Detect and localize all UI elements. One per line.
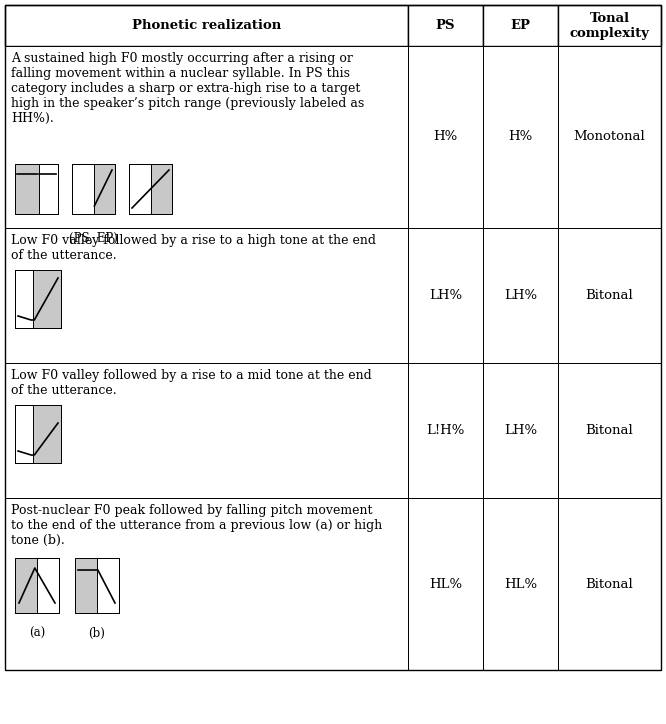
Text: LH%: LH% <box>504 289 537 302</box>
Bar <box>5 363 408 498</box>
Bar <box>15 164 58 214</box>
Bar <box>15 270 61 328</box>
Bar <box>408 46 483 228</box>
Text: L!H%: L!H% <box>426 424 465 437</box>
Text: LH%: LH% <box>504 424 537 437</box>
Text: (a): (a) <box>29 627 45 640</box>
Bar <box>151 164 172 214</box>
Text: PS: PS <box>436 19 456 32</box>
Bar <box>5 228 408 363</box>
Text: Bitonal: Bitonal <box>585 578 633 591</box>
Bar <box>33 270 61 328</box>
Bar <box>15 558 59 613</box>
Bar <box>483 228 558 363</box>
Text: H%: H% <box>434 130 458 143</box>
Bar <box>483 498 558 670</box>
Bar <box>75 558 97 613</box>
Bar <box>5 498 408 670</box>
Text: HL%: HL% <box>504 578 537 591</box>
Bar <box>93 164 115 214</box>
Bar <box>129 164 172 214</box>
Text: LH%: LH% <box>429 289 462 302</box>
Bar <box>15 558 59 613</box>
Bar <box>72 164 115 214</box>
Bar <box>129 164 172 214</box>
Bar <box>558 46 661 228</box>
Text: Bitonal: Bitonal <box>585 424 633 437</box>
Text: H%: H% <box>508 130 533 143</box>
Bar <box>408 5 483 46</box>
Bar <box>558 5 661 46</box>
Bar <box>408 228 483 363</box>
Bar <box>15 558 37 613</box>
Text: Low F0 valley followed by a rise to a high tone at the end
of the utterance.: Low F0 valley followed by a rise to a hi… <box>11 234 376 262</box>
Bar <box>72 164 115 214</box>
Bar <box>408 498 483 670</box>
Bar <box>15 270 61 328</box>
Text: A sustained high F0 mostly occurring after a rising or
falling movement within a: A sustained high F0 mostly occurring aft… <box>11 52 364 125</box>
Text: (b): (b) <box>89 627 105 640</box>
Bar <box>15 164 58 214</box>
Text: Tonal
complexity: Tonal complexity <box>569 12 649 40</box>
Bar <box>558 498 661 670</box>
Bar <box>483 363 558 498</box>
Bar <box>75 558 119 613</box>
Text: EP: EP <box>511 19 531 32</box>
Bar <box>75 558 119 613</box>
Text: HL%: HL% <box>429 578 462 591</box>
Bar <box>5 5 408 46</box>
Bar <box>483 46 558 228</box>
Text: Bitonal: Bitonal <box>585 289 633 302</box>
Text: Post-nuclear F0 peak followed by falling pitch movement
to the end of the uttera: Post-nuclear F0 peak followed by falling… <box>11 504 382 547</box>
Text: (PS, EP): (PS, EP) <box>69 232 118 245</box>
Bar <box>5 46 408 228</box>
Bar <box>558 228 661 363</box>
Text: Monotonal: Monotonal <box>573 130 645 143</box>
Bar <box>483 5 558 46</box>
Bar <box>15 405 61 463</box>
Text: Phonetic realization: Phonetic realization <box>132 19 281 32</box>
Bar <box>15 405 61 463</box>
Bar <box>408 363 483 498</box>
Bar <box>15 164 39 214</box>
Text: Low F0 valley followed by a rise to a mid tone at the end
of the utterance.: Low F0 valley followed by a rise to a mi… <box>11 369 372 397</box>
Bar <box>558 363 661 498</box>
Bar <box>33 405 61 463</box>
